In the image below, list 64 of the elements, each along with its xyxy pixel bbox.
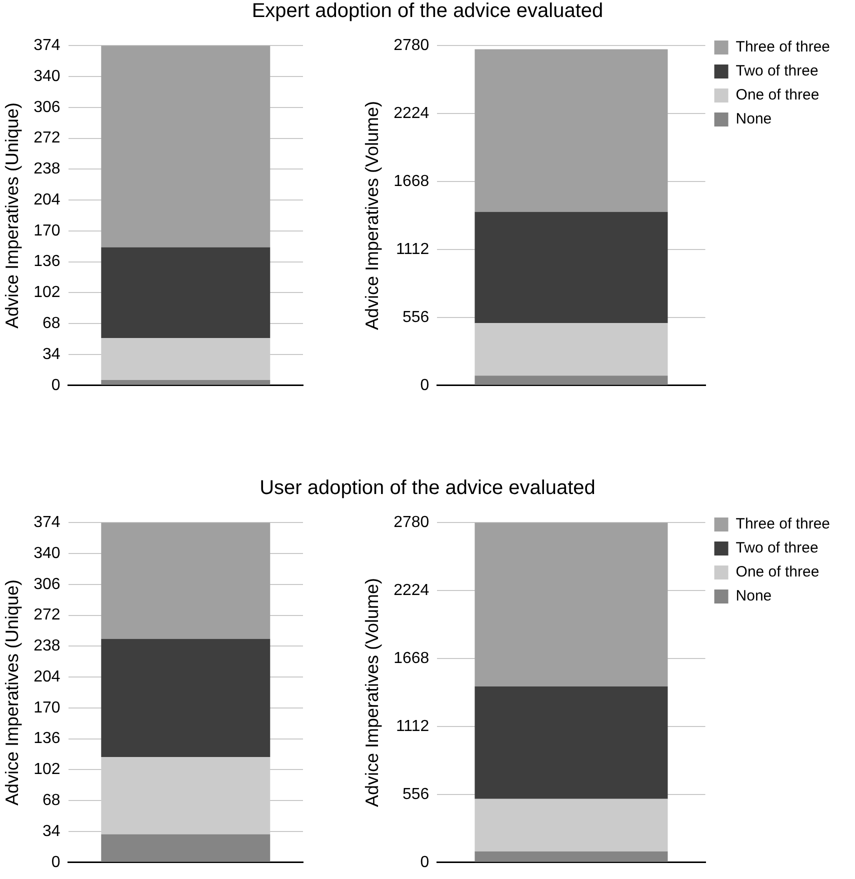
legend-label: None (736, 110, 772, 128)
y-tick-label: 556 (402, 786, 430, 803)
y-tick-label: 340 (34, 544, 60, 562)
y-tick-label: 2780 (394, 37, 430, 54)
y-tick-label: 306 (34, 98, 60, 116)
y-tick-label: 340 (34, 68, 60, 85)
y-tick-label: 136 (34, 730, 60, 748)
y-tick-label: 0 (51, 376, 60, 394)
bar (474, 686, 668, 799)
text: User adoption of the advice evaluated (258, 477, 596, 500)
bar (101, 247, 270, 338)
y-axis-title: Advice Imperatives (Unique) (2, 579, 22, 806)
y-tick-label: 1112 (396, 240, 430, 258)
y-tick-label: 2224 (394, 104, 430, 122)
legend-label: Two of three (736, 540, 818, 557)
y-tick-label: 0 (420, 854, 430, 871)
y-tick-label: 374 (34, 37, 60, 54)
y-tick-label: 1668 (394, 650, 430, 667)
y-tick-label: 102 (34, 284, 60, 302)
y-tick-label: 2224 (394, 582, 430, 599)
bar (474, 798, 668, 852)
y-tick-label: 136 (34, 253, 60, 270)
y-axis-title: Advice Imperatives (Volume) (362, 100, 382, 330)
y-tick-label: 238 (34, 638, 60, 655)
bar (101, 834, 270, 862)
bar (101, 522, 270, 639)
bar (101, 638, 270, 758)
y-tick-label: 34 (42, 822, 60, 840)
y-tick-label: 1668 (394, 172, 430, 190)
legend-label: One of three (736, 86, 820, 104)
y-tick-label: 1112 (396, 718, 430, 735)
y-tick-label: 34 (42, 346, 60, 363)
y-tick-label: 272 (34, 130, 60, 147)
legend-label: One of three (736, 564, 820, 581)
y-tick-label: 0 (420, 376, 430, 394)
legend-label: Two of three (736, 62, 818, 80)
y-tick-label: 556 (402, 308, 430, 326)
y-tick-label: 238 (34, 160, 60, 178)
y-tick-label: 102 (34, 761, 60, 778)
bar (474, 851, 668, 862)
y-axis-title: Advice Imperatives (Unique) (2, 102, 22, 329)
bar (474, 212, 668, 324)
bar (474, 49, 668, 212)
y-tick-label: 0 (51, 854, 60, 871)
y-axis-title: Advice Imperatives (Volume) (362, 578, 382, 808)
legend-label: Three of three (736, 516, 830, 533)
bar (101, 380, 270, 385)
legend-label: None (736, 588, 772, 605)
y-tick-label: 374 (34, 514, 60, 532)
y-tick-label: 170 (34, 699, 60, 716)
bar (474, 323, 668, 376)
bar (101, 46, 270, 248)
bar (474, 376, 668, 385)
y-tick-label: 306 (34, 576, 60, 593)
legend-label: Three of three (736, 38, 830, 56)
y-tick-label: 68 (42, 792, 60, 810)
bar (474, 522, 668, 686)
y-tick-label: 68 (42, 315, 60, 332)
y-tick-label: 204 (34, 668, 60, 686)
y-tick-label: 2780 (394, 514, 430, 532)
y-tick-label: 272 (34, 606, 60, 624)
y-tick-label: 204 (34, 191, 60, 208)
y-tick-label: 170 (34, 222, 60, 240)
text: Expert adoption of the advice evaluated (250, 0, 604, 23)
